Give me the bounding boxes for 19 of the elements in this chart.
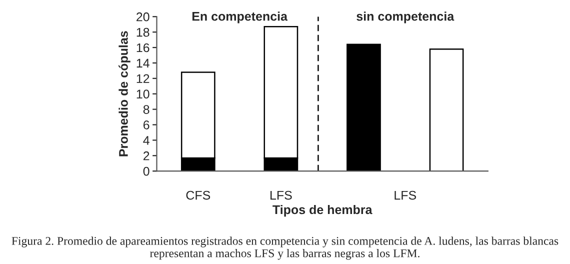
y-tick-label: 4	[143, 136, 150, 145]
y-tick-label: 8	[143, 105, 150, 114]
x-tick-label: CFS	[186, 190, 210, 200]
y-tick-label: 6	[143, 120, 150, 130]
text: Figura 2. Promedio de apareamientos registrados en competencia y sin competencia de A. ludens, las barras blancas representan a machos LFS y las barras negras a los LFM.	[12, 236, 558, 260]
y-tick-label: 16	[136, 43, 150, 52]
y-tick-label: 10	[136, 90, 150, 99]
annotation: En competencia	[192, 12, 288, 24]
x-axis-title: Tipos de hembra	[272, 204, 372, 217]
y-tick-label: 18	[136, 28, 150, 37]
y-tick-label: 14	[136, 58, 150, 68]
y-tick-label: 20	[136, 12, 150, 22]
annotation: sin competencia	[356, 12, 454, 24]
y-tick-label: 12	[136, 74, 150, 83]
y-tick-label: 0	[143, 166, 150, 176]
bar	[346, 44, 381, 172]
bar	[429, 48, 464, 172]
y-axis-title: Promedio de cópulas	[118, 31, 130, 156]
y-tick-label: 2	[143, 151, 150, 160]
